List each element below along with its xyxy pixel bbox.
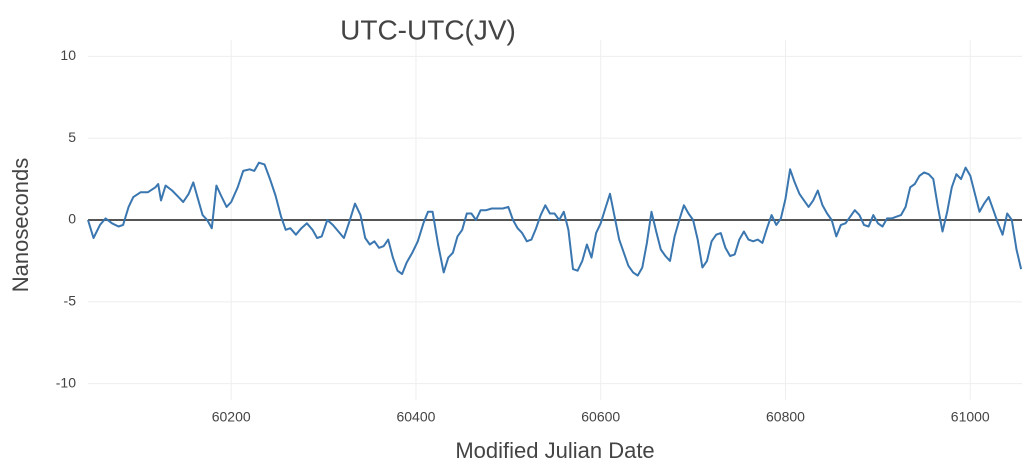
x-tick-label: 60400 bbox=[396, 409, 435, 425]
chart-title: UTC-UTC(JV) bbox=[340, 14, 516, 45]
y-tick-label: -10 bbox=[56, 374, 76, 390]
y-tick-label: 5 bbox=[68, 129, 76, 145]
y-tick-label: 10 bbox=[60, 47, 76, 63]
x-tick-label: 60200 bbox=[212, 409, 251, 425]
data-line bbox=[87, 161, 1023, 277]
x-tick-label: 60800 bbox=[766, 409, 805, 425]
y-tick-label: -5 bbox=[64, 293, 77, 309]
y-tick-label: 0 bbox=[68, 211, 76, 227]
y-axis-label: Nanoseconds bbox=[8, 158, 33, 293]
x-tick-label: 61000 bbox=[951, 409, 990, 425]
x-tick-label: 60600 bbox=[581, 409, 620, 425]
x-axis-label: Modified Julian Date bbox=[455, 438, 654, 463]
